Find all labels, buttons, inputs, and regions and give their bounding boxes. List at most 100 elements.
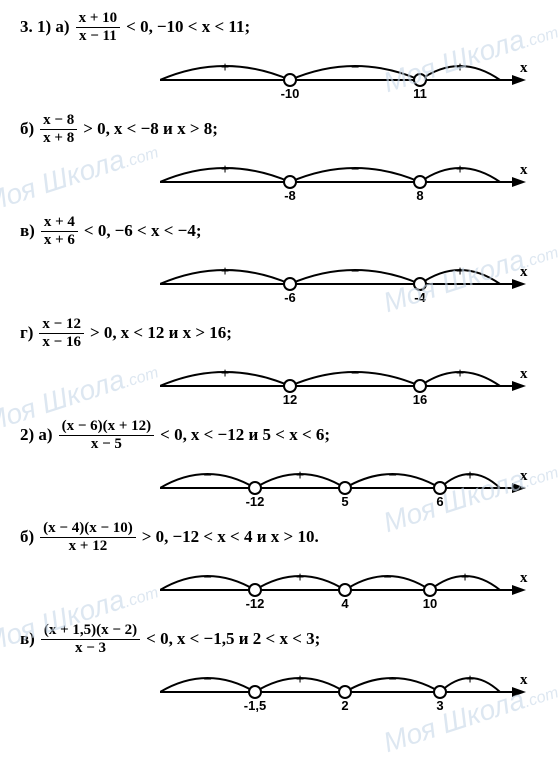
relation: > 0, [142, 527, 169, 547]
svg-text:−: − [351, 366, 360, 382]
svg-text:4: 4 [341, 596, 349, 611]
number-line-container: −+−+x-12410 [160, 556, 538, 614]
svg-text:-1,5: -1,5 [244, 698, 266, 713]
svg-text:x: x [520, 60, 528, 76]
svg-text:x: x [520, 672, 528, 688]
fraction-denominator: x − 11 [76, 28, 120, 45]
svg-text:6: 6 [436, 494, 443, 509]
fraction: x + 10x − 11 [76, 10, 121, 44]
number-line: +−+x1216 [160, 352, 530, 410]
answer: −12 < x < 4 и x > 10. [172, 527, 318, 547]
fraction: x − 8x + 8 [40, 112, 77, 146]
fraction-numerator: x − 8 [40, 112, 77, 130]
fraction-denominator: x + 6 [41, 232, 78, 249]
svg-text:−: − [203, 570, 212, 586]
problem-text: г) x − 12x − 16 > 0,x < 12 и x > 16; [20, 316, 538, 350]
svg-text:+: + [456, 162, 465, 178]
svg-text:+: + [466, 672, 475, 688]
svg-text:+: + [221, 264, 230, 280]
answer: x < −8 и x > 8; [114, 119, 218, 139]
svg-text:16: 16 [413, 392, 427, 407]
fraction-numerator: (x + 1,5)(x − 2) [41, 622, 140, 640]
svg-text:+: + [461, 570, 470, 586]
svg-text:x: x [520, 570, 528, 586]
problem-label: б) [20, 119, 34, 139]
problem-0: 3. 1) а)x + 10x − 11< 0,−10 < x < 11;+−+… [20, 10, 538, 104]
svg-text:−: − [203, 468, 212, 484]
svg-text:+: + [221, 366, 230, 382]
number-line: +−+x-6-4 [160, 250, 530, 308]
problem-5: б) (x − 4)(x − 10)x + 12 > 0,−12 < x < 4 и… [20, 520, 538, 614]
problem-label: 2) а) [20, 425, 53, 445]
relation: < 0, [126, 17, 153, 37]
number-line: +−+x-88 [160, 148, 530, 206]
svg-text:+: + [456, 264, 465, 280]
number-line: + − + x -10 11 [160, 46, 530, 104]
problem-6: в)(x + 1,5)(x − 2)x − 3< 0,x < −1,5 и 2 … [20, 622, 538, 716]
fraction-denominator: x − 3 [72, 640, 109, 657]
svg-text:−: − [351, 60, 360, 76]
fraction: (x − 6)(x + 12)x − 5 [59, 418, 155, 452]
problem-text: в) (x + 1,5)(x − 2)x − 3 < 0,x < −1,5 и 2 … [20, 622, 538, 656]
problem-text: 2) а)(x − 6)(x + 12)x − 5< 0,x < −12 и 5… [20, 418, 538, 452]
number-line-container: +−+x-88 [160, 148, 538, 206]
problem-text: б) x − 8x + 8 > 0,x < −8 и x > 8; [20, 112, 538, 146]
fraction-numerator: x + 4 [41, 214, 78, 232]
svg-text:3: 3 [436, 698, 443, 713]
answer: −10 < x < 11; [157, 17, 250, 37]
svg-text:−: − [351, 162, 360, 178]
relation: > 0, [83, 119, 110, 139]
fraction-denominator: x − 16 [39, 334, 84, 351]
number-line-container: −+−+x-1256 [160, 454, 538, 512]
fraction: (x + 1,5)(x − 2)x − 3 [41, 622, 140, 656]
number-line: −+−+x-1256 [160, 454, 530, 512]
svg-text:−: − [388, 672, 397, 688]
svg-text:−: − [351, 264, 360, 280]
svg-text:11: 11 [413, 86, 427, 101]
svg-text:x: x [520, 468, 528, 484]
problem-label: г) [20, 323, 33, 343]
relation: > 0, [90, 323, 117, 343]
svg-text:-12: -12 [246, 596, 265, 611]
fraction-denominator: x + 12 [66, 538, 111, 555]
problem-text: 3. 1) а)x + 10x − 11< 0,−10 < x < 11; [20, 10, 538, 44]
svg-text:+: + [296, 672, 305, 688]
answer: x < 12 и x > 16; [121, 323, 232, 343]
problem-4: 2) а)(x − 6)(x + 12)x − 5< 0,x < −12 и 5… [20, 418, 538, 512]
problem-1: б)x − 8x + 8> 0,x < −8 и x > 8;+−+x-88 [20, 112, 538, 206]
svg-text:8: 8 [416, 188, 423, 203]
fraction-numerator: x + 10 [76, 10, 121, 28]
svg-text:-10: -10 [281, 86, 300, 101]
fraction-numerator: x − 12 [39, 316, 84, 334]
svg-text:-12: -12 [246, 494, 265, 509]
svg-text:x: x [520, 264, 528, 280]
problem-3: г)x − 12x − 16> 0,x < 12 и x > 16;+−+x12… [20, 316, 538, 410]
svg-text:-6: -6 [284, 290, 296, 305]
svg-text:+: + [296, 468, 305, 484]
answer: −6 < x < −4; [115, 221, 202, 241]
number-line: −+−+x-1,523 [160, 658, 530, 716]
fraction-denominator: x + 8 [40, 130, 77, 147]
answer: x < −12 и 5 < x < 6; [191, 425, 330, 445]
svg-text:+: + [221, 162, 230, 178]
fraction: (x − 4)(x − 10)x + 12 [40, 520, 136, 554]
fraction-numerator: (x − 4)(x − 10) [40, 520, 136, 538]
problem-label: в) [20, 221, 35, 241]
fraction-numerator: (x − 6)(x + 12) [59, 418, 155, 436]
relation: < 0, [146, 629, 173, 649]
problem-label: в) [20, 629, 35, 649]
relation: < 0, [160, 425, 187, 445]
number-line-container: + − + x -10 11 [160, 46, 538, 104]
number-line-container: −+−+x-1,523 [160, 658, 538, 716]
answer: x < −1,5 и 2 < x < 3; [177, 629, 320, 649]
svg-text:+: + [221, 60, 230, 76]
svg-text:−: − [203, 672, 212, 688]
problem-label: 3. 1) а) [20, 17, 70, 37]
svg-text:12: 12 [283, 392, 297, 407]
number-line-container: +−+x-6-4 [160, 250, 538, 308]
fraction-denominator: x − 5 [88, 436, 125, 453]
svg-text:5: 5 [341, 494, 348, 509]
fraction: x − 12x − 16 [39, 316, 84, 350]
svg-text:+: + [456, 60, 465, 76]
problem-label: б) [20, 527, 34, 547]
